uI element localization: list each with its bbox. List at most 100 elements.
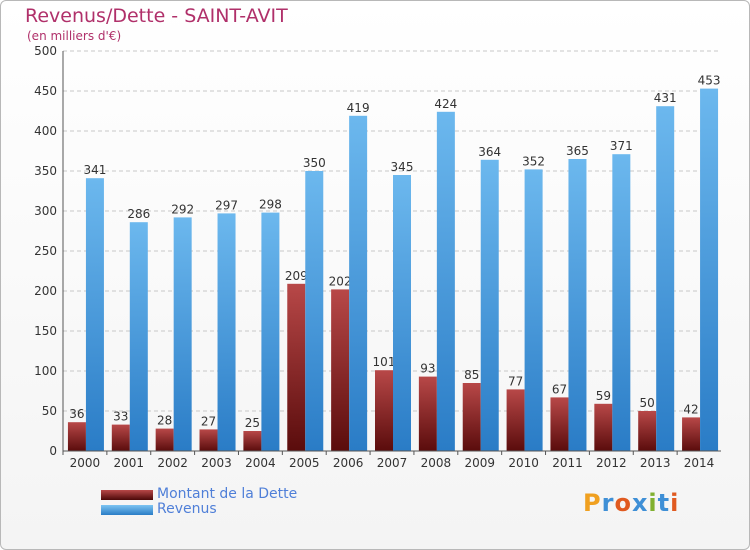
data-label-revenue: 298 — [259, 198, 282, 212]
bar-debt — [462, 383, 481, 451]
bars: 36 341 33 286 28 292 27 297 25 298 209 350 202 419 101… — [67, 74, 721, 452]
data-label-revenue: 341 — [83, 163, 106, 177]
bar-revenue — [480, 159, 499, 452]
bar-revenue — [129, 222, 148, 451]
y-tick-label: 0 — [49, 444, 57, 458]
bar-debt — [111, 424, 130, 451]
data-label-revenue: 345 — [391, 160, 414, 174]
legend-swatch-revenue — [101, 505, 153, 515]
x-tick-label: 2005 — [289, 456, 320, 470]
x-tick-label: 2000 — [70, 456, 101, 470]
data-label-debt: 59 — [596, 389, 611, 403]
bar-debt — [331, 289, 350, 451]
bar-revenue — [85, 178, 104, 451]
x-tick-label: 2010 — [508, 456, 539, 470]
y-tick-label: 50 — [42, 404, 57, 418]
data-label-revenue: 350 — [303, 156, 326, 170]
bar-debt — [594, 403, 613, 451]
x-tick-label: 2013 — [640, 456, 671, 470]
data-label-debt: 202 — [329, 274, 352, 288]
bar-revenue — [568, 159, 587, 451]
y-tick-label: 200 — [34, 284, 57, 298]
data-label-revenue: 419 — [347, 101, 370, 115]
bar-debt — [155, 428, 174, 451]
bar-debt — [506, 389, 525, 451]
bar-debt — [418, 376, 437, 451]
data-label-debt: 50 — [640, 396, 655, 410]
bar-revenue — [656, 106, 675, 451]
data-label-revenue: 365 — [566, 144, 589, 158]
data-label-revenue: 424 — [434, 97, 457, 111]
bar-debt — [375, 370, 393, 451]
proxiti-logo: Proxiti — [583, 489, 679, 517]
data-label-debt: 67 — [552, 382, 567, 396]
y-tick-label: 500 — [34, 44, 57, 58]
data-label-debt: 27 — [201, 414, 216, 428]
data-label-revenue: 292 — [171, 202, 194, 216]
logo-letter: t — [657, 489, 671, 517]
y-tick-label: 350 — [34, 164, 57, 178]
y-tick-label: 100 — [34, 364, 57, 378]
bar-debt — [550, 397, 569, 451]
bar-revenue — [700, 88, 719, 451]
chart-title: Revenus/Dette - SAINT-AVIT — [25, 5, 288, 27]
data-label-revenue: 371 — [610, 139, 633, 153]
x-tick-label: 2006 — [333, 456, 364, 470]
x-tick-label: 2003 — [201, 456, 232, 470]
legend-swatch-debt — [101, 490, 153, 500]
logo-letter: P — [583, 489, 602, 517]
y-tick-label: 450 — [34, 84, 57, 98]
bar-debt — [243, 431, 262, 451]
data-label-revenue: 364 — [478, 145, 501, 159]
x-tick-label: 2002 — [157, 456, 188, 470]
chart-subtitle: (en milliers d'€) — [27, 29, 122, 43]
x-tick-label: 2012 — [596, 456, 627, 470]
x-tick-label: 2014 — [684, 456, 715, 470]
bar-revenue — [612, 154, 631, 451]
logo-letter: i — [648, 489, 658, 517]
data-label-debt: 85 — [464, 368, 479, 382]
y-tick-label: 300 — [34, 204, 57, 218]
bar-revenue — [349, 115, 368, 452]
logo-letter: x — [631, 489, 649, 517]
bar-debt — [638, 411, 657, 451]
data-label-debt: 93 — [420, 362, 435, 376]
x-tick-label: 2007 — [377, 456, 408, 470]
bar-revenue — [217, 213, 236, 451]
legend-label-debt: Montant de la Dette — [157, 486, 298, 502]
y-tick-label: 250 — [34, 244, 57, 258]
bar-debt — [287, 283, 306, 451]
data-label-debt: 28 — [157, 414, 172, 428]
x-tick-label: 2004 — [245, 456, 276, 470]
data-label-revenue: 352 — [522, 154, 545, 168]
bar-revenue — [436, 111, 455, 452]
data-label-revenue: 453 — [698, 74, 721, 88]
data-label-revenue: 431 — [654, 91, 677, 105]
bar-revenue — [173, 217, 192, 451]
data-label-debt: 101 — [373, 355, 396, 369]
x-tick-label: 2009 — [464, 456, 495, 470]
bar-debt — [682, 417, 701, 451]
bar-revenue — [393, 175, 411, 451]
bar-debt — [67, 422, 86, 451]
bar-debt — [199, 429, 218, 451]
bar-revenue — [524, 169, 543, 451]
logo-letter: i — [670, 489, 680, 517]
data-label-debt: 42 — [683, 402, 698, 416]
x-tick-label: 2008 — [421, 456, 452, 470]
y-tick-label: 150 — [34, 324, 57, 338]
data-label-debt: 77 — [508, 374, 523, 388]
y-tick-label: 400 — [34, 124, 57, 138]
legend-label-revenue: Revenus — [157, 501, 217, 517]
logo-letter: o — [614, 489, 632, 517]
data-label-revenue: 286 — [127, 207, 150, 221]
data-label-revenue: 297 — [215, 198, 238, 212]
data-label-debt: 209 — [285, 269, 308, 283]
bar-revenue — [261, 212, 280, 451]
x-tick-label: 2011 — [552, 456, 583, 470]
data-label-debt: 33 — [113, 410, 128, 424]
data-label-debt: 36 — [69, 407, 84, 421]
